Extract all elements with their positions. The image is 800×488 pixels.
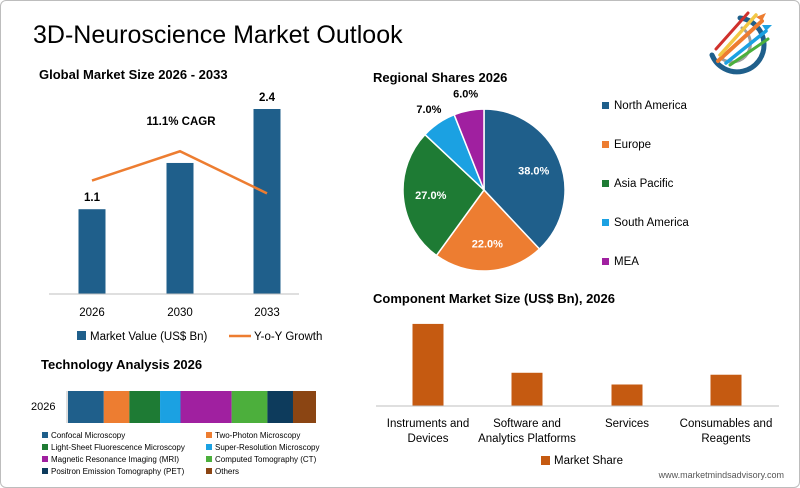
tech-legend-swatch <box>206 444 212 450</box>
legend-label-market-share: Market Share <box>554 455 623 467</box>
arrows-target-logo-icon <box>709 11 772 75</box>
pie-slice-asia-pacific <box>402 133 485 257</box>
tech-legend-label: Light-Sheet Fluorescence Microscopy <box>51 443 185 452</box>
pie-legend-swatch <box>602 219 609 226</box>
component-bar-2 <box>511 372 543 406</box>
component-market-chart: Component Market Size (US$ Bn), 2026 Ins… <box>373 291 779 467</box>
market-x-tick-label: 2030 <box>167 307 193 319</box>
legend-label-growth: Y-o-Y Growth <box>254 331 322 343</box>
tech-legend-label: Positron Emission Tomography (PET) <box>51 467 185 476</box>
component-x-tick-label: Services <box>605 418 649 430</box>
tech-legend-swatch <box>42 432 48 438</box>
market-bar-value-label: 1.1 <box>84 192 101 204</box>
tech-legend-swatch <box>42 444 48 450</box>
component-bar-3 <box>611 384 643 406</box>
tech-legend-swatch <box>42 456 48 462</box>
market-bar-value-label: 2.4 <box>259 92 276 104</box>
legend-label-market-value: Market Value (US$ Bn) <box>90 331 208 343</box>
pie-legend-swatch <box>602 258 609 265</box>
pie-legend-label: MEA <box>614 256 639 268</box>
technology-analysis-title: Technology Analysis 2026 <box>41 357 202 372</box>
tech-legend-swatch <box>42 468 48 474</box>
component-x-tick-label: Consumables and Reagents <box>680 418 773 445</box>
tech-legend-label: Two-Photon Microscopy <box>215 431 300 440</box>
legend-swatch-market-share <box>541 456 550 465</box>
pie-slice-europe <box>435 188 541 272</box>
pie-data-label: 27.0% <box>415 190 446 202</box>
market-size-chart: Global Market Size 2026 - 2033 1.1 2.4 20… <box>39 67 322 343</box>
pie-data-label: 38.0% <box>518 165 549 177</box>
pie-legend-swatch <box>602 141 609 148</box>
tech-segment-3 <box>129 391 161 423</box>
regional-shares-title: Regional Shares 2026 <box>373 70 507 85</box>
tech-legend-swatch <box>206 468 212 474</box>
legend-swatch-market-value <box>77 331 86 340</box>
growth-line <box>91 149 268 195</box>
market-bar-2030 <box>166 162 194 294</box>
component-x-tick-label: Software and Analytics Platforms <box>478 418 576 445</box>
pie-data-label: 6.0% <box>453 89 478 101</box>
pie-slice-mea <box>453 108 485 191</box>
technology-analysis-chart: Technology Analysis 2026 2026 Confocal M… <box>31 357 320 476</box>
pie-legend-label: South America <box>614 217 689 229</box>
pie-data-label: 22.0% <box>472 238 503 250</box>
pie-legend-label: Europe <box>614 139 651 151</box>
tech-legend-label: Others <box>215 467 239 476</box>
tech-legend-label: Computed Tomography (CT) <box>215 455 317 464</box>
tech-segment-6 <box>231 391 268 423</box>
market-bar-2033 <box>253 109 281 294</box>
tech-legend-label: Confocal Microscopy <box>51 431 125 440</box>
pie-legend-label: North America <box>614 100 687 112</box>
market-x-tick-label: 2026 <box>79 307 105 319</box>
component-bar-4 <box>710 374 742 406</box>
market-size-legend: Market Value (US$ Bn) Y-o-Y Growth <box>77 331 322 343</box>
market-size-title: Global Market Size 2026 - 2033 <box>39 67 228 82</box>
tech-segment-4 <box>160 391 181 423</box>
tech-legend-swatch <box>206 456 212 462</box>
tech-segment-7 <box>267 391 293 423</box>
pie-legend-swatch <box>602 180 609 187</box>
tech-segment-8 <box>292 391 316 423</box>
tech-segment-1 <box>68 391 104 423</box>
page-title: 3D-Neuroscience Market Outlook <box>33 21 403 49</box>
component-market-title: Component Market Size (US$ Bn), 2026 <box>373 291 615 306</box>
component-bar-1 <box>412 323 444 406</box>
market-bar-2026 <box>78 209 106 294</box>
component-legend: Market Share <box>541 455 623 467</box>
cagr-annotation: 11.1% CAGR <box>146 116 216 128</box>
footer-url: www.marketmindsadvisory.com <box>658 470 784 480</box>
pie-legend-swatch <box>602 102 609 109</box>
regional-shares-chart: Regional Shares 2026 38.0% 22.0% 27.0% 7.0%… <box>373 70 689 272</box>
component-x-tick-label: Instruments and Devices <box>387 418 469 445</box>
pie-slice-north-america <box>483 108 566 251</box>
market-x-tick-label: 2033 <box>254 307 280 319</box>
tech-segment-5 <box>180 391 232 423</box>
pie-data-label: 7.0% <box>416 104 441 116</box>
technology-category-label: 2026 <box>31 401 55 413</box>
pie-legend-label: Asia Pacific <box>614 178 674 190</box>
tech-segment-2 <box>103 391 130 423</box>
tech-legend-label: Super-Resolution Microscopy <box>215 443 320 452</box>
tech-legend-label: Magnetic Resonance Imaging (MRI) <box>51 455 179 464</box>
tech-legend-swatch <box>206 432 212 438</box>
